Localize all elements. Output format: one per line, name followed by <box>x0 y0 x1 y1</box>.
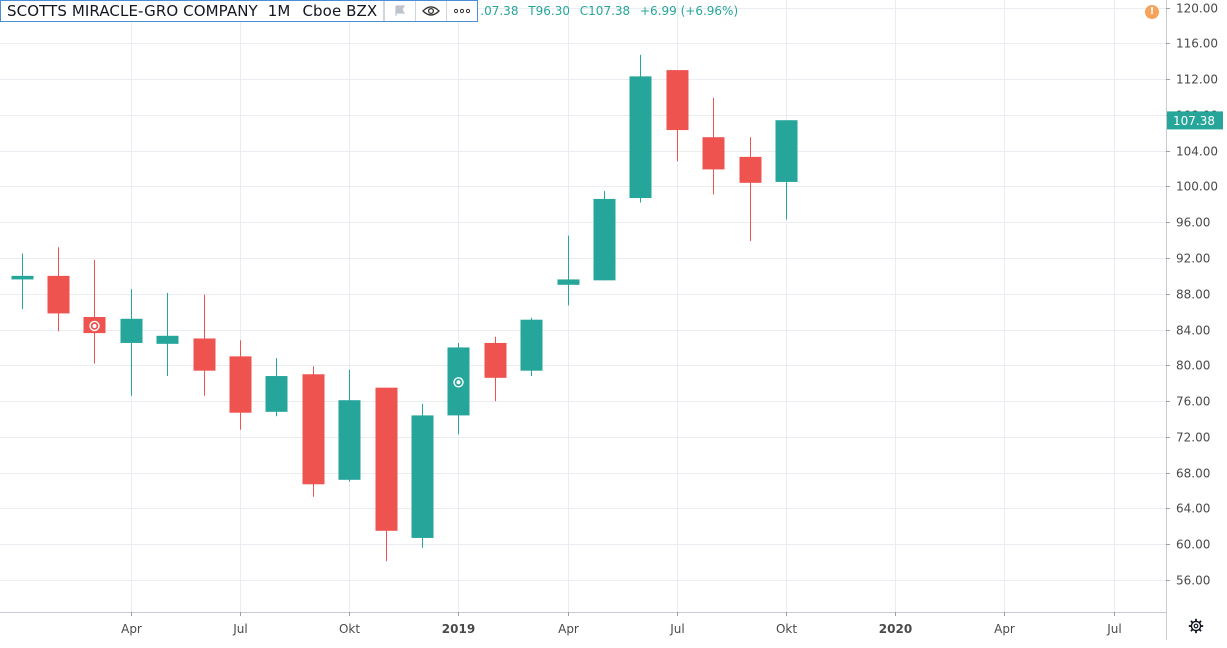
last-price-label: 107.38 <box>1167 111 1223 130</box>
eye-icon[interactable] <box>415 1 446 21</box>
candle-body <box>156 335 179 344</box>
x-tick-label: Apr <box>994 622 1015 636</box>
y-tick-label: 100.00 <box>1176 180 1218 194</box>
y-tick-label: 96.00 <box>1176 216 1210 230</box>
y-tick-label: 104.00 <box>1176 145 1218 159</box>
candle <box>47 247 70 332</box>
candle-body <box>411 415 434 538</box>
x-tick-label: Jul <box>669 622 684 636</box>
candle <box>265 358 288 417</box>
candle-body <box>229 356 252 413</box>
x-tick-label: Okt <box>776 622 797 636</box>
symbol-name[interactable]: SCOTTS MIRACLE-GRO COMPANY <box>7 2 258 20</box>
x-tick-label: Okt <box>339 622 360 636</box>
candle-body <box>120 318 143 343</box>
candle <box>557 235 580 306</box>
y-tick-label: 80.00 <box>1176 359 1210 373</box>
candle <box>375 387 398 562</box>
grid <box>0 0 1166 612</box>
candle <box>11 253 34 309</box>
candle <box>120 289 143 396</box>
candle-body <box>702 137 725 170</box>
candle-body <box>775 120 798 182</box>
candle-body <box>265 376 288 412</box>
time-axis[interactable]: Apr Jul Okt 2019 Apr Jul Okt 2020 Apr Jul <box>121 612 1122 636</box>
last-price-badge <box>1167 111 1223 130</box>
y-tick-label: 112.00 <box>1176 73 1218 87</box>
dividend-marker[interactable] <box>89 320 100 332</box>
x-tick-label: Jul <box>232 622 247 636</box>
candle <box>520 317 543 377</box>
gear-icon[interactable] <box>1186 618 1206 638</box>
candle-body <box>338 400 361 480</box>
y-tick-label: 64.00 <box>1176 502 1210 516</box>
y-tick-label: 120.00 <box>1176 2 1218 16</box>
candle-body <box>302 374 325 485</box>
legend-separator <box>383 1 385 21</box>
candle <box>338 369 361 482</box>
x-tick-label: Apr <box>121 622 142 636</box>
candle <box>629 54 652 203</box>
y-tick-label: 88.00 <box>1176 288 1210 302</box>
ohlc-open: .07.38 <box>480 4 519 18</box>
candle-body <box>484 342 507 378</box>
x-tick-label: 2020 <box>879 622 912 636</box>
candle-body <box>11 275 34 280</box>
flag-icon[interactable] <box>384 1 415 21</box>
candle-body <box>629 76 652 199</box>
y-tick-label: 60.00 <box>1176 538 1210 552</box>
symbol-box[interactable]: SCOTTS MIRACLE-GRO COMPANY 1M Cboe BZX <box>0 0 479 22</box>
candle-body <box>593 198 616 281</box>
candle <box>484 336 507 402</box>
event-markers <box>89 320 464 388</box>
candle-body <box>375 387 398 531</box>
x-tick-label: 2019 <box>442 622 475 636</box>
candle-body <box>520 319 543 371</box>
candle <box>302 366 325 497</box>
candle <box>411 403 434 548</box>
candle <box>666 70 689 162</box>
x-tick-label: Apr <box>558 622 579 636</box>
candle <box>447 342 470 435</box>
candle <box>739 137 762 241</box>
price-axis[interactable]: 56.00 60.00 64.00 68.00 72.00 76.00 80.00 84.00… <box>1166 2 1218 588</box>
candle-body <box>666 70 689 131</box>
candle-body <box>557 279 580 285</box>
candle <box>156 292 179 377</box>
ohlc-values: .07.38 Т96.30 C107.38 +6.99 (+6.96%) <box>480 4 744 18</box>
interval-label[interactable]: 1M <box>267 2 291 20</box>
more-icon[interactable] <box>446 1 477 21</box>
exchange-label: Cboe BZX <box>302 2 378 20</box>
y-tick-label: 84.00 <box>1176 324 1210 338</box>
candle <box>193 294 216 396</box>
candle <box>593 190 616 281</box>
y-tick-label: 92.00 <box>1176 252 1210 266</box>
y-tick-label: 56.00 <box>1176 574 1210 588</box>
candle <box>83 259 106 364</box>
alert-icon[interactable]: ! <box>1145 5 1159 19</box>
y-tick-label: 116.00 <box>1176 37 1218 51</box>
ohlc-close: C107.38 <box>579 4 631 18</box>
dividend-marker[interactable] <box>453 377 464 388</box>
candle-body <box>47 275 70 314</box>
legend: SCOTTS MIRACLE-GRO COMPANY 1M Cboe BZX .… <box>0 0 744 22</box>
candle <box>775 120 798 220</box>
candle <box>702 97 725 195</box>
candle-body <box>739 156 762 183</box>
ohlc-change: +6.99 (+6.96%) <box>640 4 739 18</box>
candles <box>11 54 798 562</box>
last-price-text: 107.38 <box>1173 114 1215 128</box>
y-tick-label: 76.00 <box>1176 395 1210 409</box>
y-tick-label: 68.00 <box>1176 467 1210 481</box>
y-tick-label: 72.00 <box>1176 431 1210 445</box>
candle-body <box>193 338 216 371</box>
ohlc-low: Т96.30 <box>528 4 570 18</box>
x-tick-label: Jul <box>1106 622 1121 636</box>
candle <box>229 340 252 430</box>
